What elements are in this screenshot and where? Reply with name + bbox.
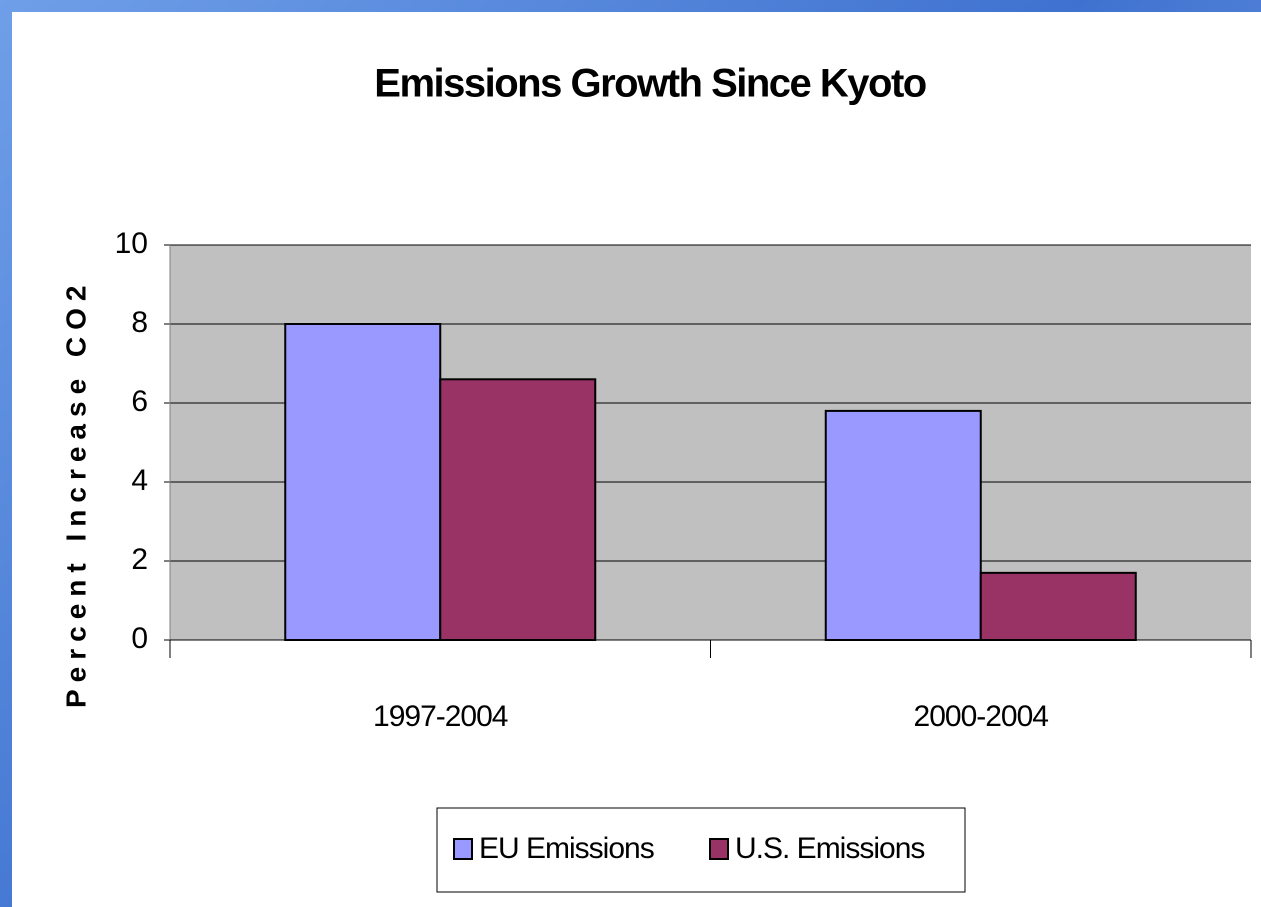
y-tick-label: 0 [131, 622, 148, 655]
bar [824, 409, 982, 641]
x-tick-label: 2000-2004 [914, 700, 1049, 733]
y-tick-label: 2 [131, 543, 148, 576]
y-tick-label: 8 [131, 306, 148, 339]
bar [439, 378, 597, 641]
legend-swatch [453, 838, 473, 860]
legend-label: U.S. Emissions [735, 832, 924, 865]
legend-swatch [709, 838, 729, 860]
y-axis-label: Percent Increase CO2 [60, 279, 91, 709]
bar [284, 323, 442, 641]
y-tick-label: 10 [115, 227, 148, 260]
y-label-group: Percent Increase CO2 [60, 279, 91, 709]
legend-box [436, 807, 966, 893]
y-tick-label: 4 [131, 464, 148, 497]
legend-label: EU Emissions [479, 832, 654, 865]
chart-title: Emissions Growth Since Kyoto [374, 62, 926, 106]
y-tick-label: 6 [131, 385, 148, 418]
bar [979, 571, 1137, 641]
x-tick-label: 1997-2004 [373, 700, 508, 733]
